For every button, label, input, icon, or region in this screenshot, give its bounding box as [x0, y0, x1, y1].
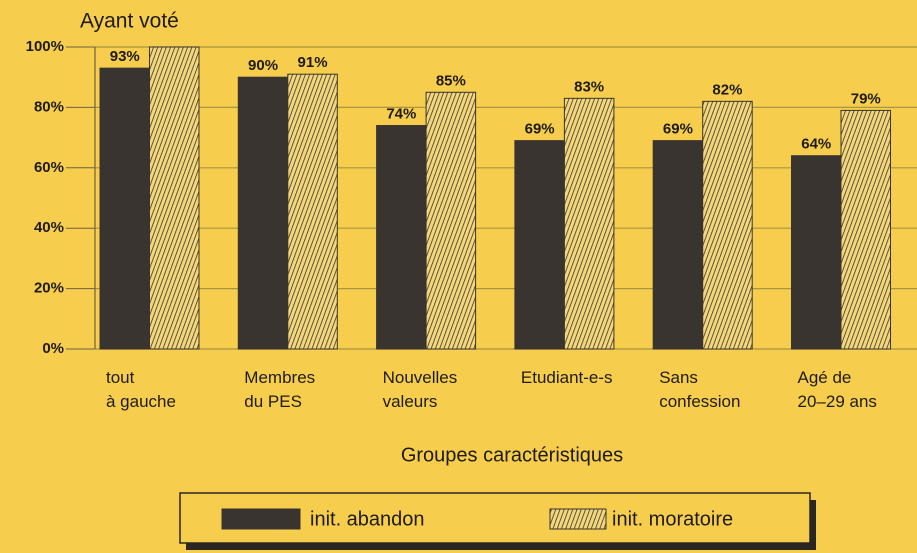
data-label: 69% [663, 121, 693, 138]
bar [376, 125, 427, 350]
y-tick-label: 20% [34, 280, 64, 297]
bar [702, 100, 753, 350]
bar [99, 67, 150, 350]
data-label: 91% [298, 54, 328, 71]
legend-swatch [549, 508, 607, 530]
x-tick-label: tout à gauche [106, 368, 176, 411]
x-tick-label: Membres du PES [244, 368, 316, 411]
x-tick-label: Sans confession [659, 368, 741, 411]
bar [237, 76, 289, 350]
x-tick-label: Nouvelles valeurs [382, 368, 458, 411]
bar [840, 109, 891, 350]
bar [652, 140, 704, 350]
y-tick-label: 0% [42, 340, 64, 357]
data-label: 69% [525, 121, 555, 138]
y-tick-label: 60% [34, 159, 64, 176]
data-label: 90% [248, 57, 278, 74]
legend-swatch [221, 508, 301, 530]
y-tick-label: 80% [34, 98, 64, 115]
y-tick-label: 100% [26, 38, 64, 55]
data-label: 83% [574, 78, 604, 95]
y-tick-label: 40% [34, 219, 64, 236]
chart-title: Ayant voté [80, 10, 179, 33]
data-label: 93% [110, 48, 140, 65]
data-label: 74% [386, 105, 416, 122]
bar [287, 73, 338, 350]
legend-label: init. abandon [310, 508, 425, 530]
data-label: 64% [801, 136, 831, 153]
data-label: 82% [712, 81, 742, 98]
bar [791, 155, 842, 350]
bar [563, 97, 615, 350]
x-tick-label: Agé de 20–29 ans [797, 368, 877, 411]
x-tick-label: Etudiant-e-s [520, 368, 613, 387]
x-axis-title: Groupes caractéristiques [401, 444, 623, 466]
bar [149, 46, 200, 350]
bar [514, 140, 565, 350]
data-label: 85% [436, 72, 466, 89]
bar [425, 91, 477, 350]
data-label: 79% [851, 90, 881, 107]
legend-label: init. moratoire [612, 508, 733, 530]
